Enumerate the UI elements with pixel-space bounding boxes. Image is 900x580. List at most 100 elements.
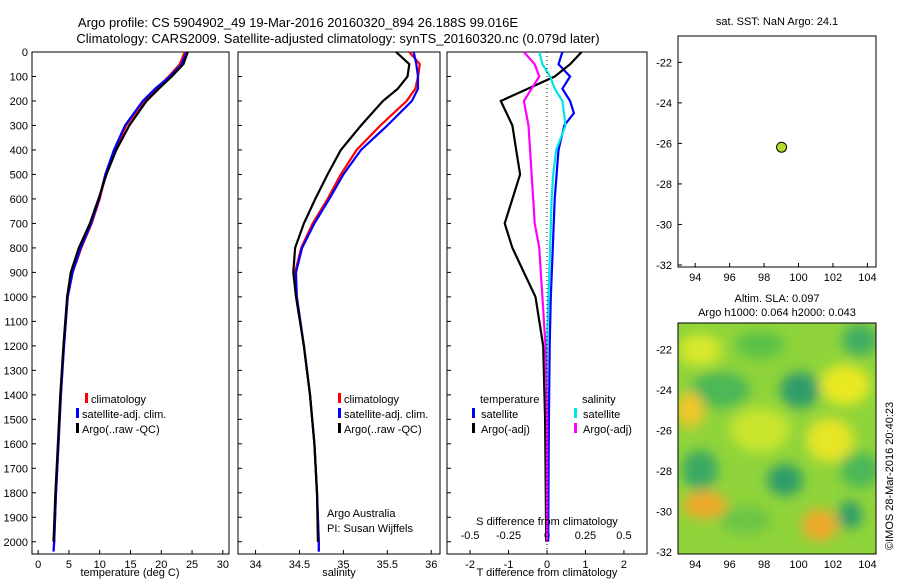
series-line-1-0: [293, 51, 421, 552]
x-tick-label: 35: [337, 559, 349, 571]
sla-map-title1: Altim. SLA: 0.097: [735, 293, 820, 305]
legend-swatch-argo: [76, 423, 79, 433]
credit-text: ©IMOS 28-Mar-2016 20:40:23: [884, 402, 896, 550]
lon-tick-label: 100: [789, 559, 807, 571]
depth-tick-label: 1400: [4, 390, 28, 402]
sla-heatmap: [678, 323, 876, 554]
lon-tick-label: 104: [858, 559, 876, 571]
depth-tick-label: 700: [10, 218, 28, 230]
lat-tick-label: -30: [656, 219, 672, 231]
sla-map-title2: Argo h1000: 0.064 h2000: 0.043: [698, 307, 856, 319]
lon-tick-label: 94: [689, 559, 701, 571]
x-tick-label: 5: [66, 559, 72, 571]
lat-tick-label: -24: [656, 385, 672, 397]
diff-legend-targo: Argo(-adj): [481, 424, 530, 436]
s-tick-label: 0.5: [616, 530, 631, 542]
diff-legend-swatch-sargo: [574, 423, 577, 433]
series-line-2-0: [547, 51, 576, 542]
x-tick-label: 34: [249, 559, 261, 571]
sal-xlabel: salinity: [322, 567, 356, 579]
depth-tick-label: 1900: [4, 512, 28, 524]
temp-x-ticks: 0 5 10 15 20 25 30: [35, 550, 229, 571]
lon-tick-label: 98: [758, 559, 770, 571]
depth-tick-label: 1100: [4, 316, 28, 328]
depth-tick-label: 400: [10, 145, 28, 157]
x-tick-label: 0: [35, 559, 41, 571]
diff-xlabel: T difference from climatology: [477, 567, 618, 579]
depth-tick-label: 0: [22, 47, 28, 59]
lat-tick-label: -32: [656, 260, 672, 272]
legend-swatch-clim: [85, 393, 88, 403]
diff-legend-sargo: Argo(-adj): [583, 424, 632, 436]
depth-tick-label: 1200: [4, 341, 28, 353]
sal-legend-swatch-sat: [338, 408, 341, 418]
sla-map-frame: [677, 322, 877, 555]
series-line-1-2: [292, 51, 411, 542]
sal-legend-clim: climatology: [344, 394, 400, 406]
depth-tick-label: 600: [10, 194, 28, 206]
argo-location-marker: [776, 141, 788, 153]
lon-tick-label: 100: [789, 272, 807, 284]
lat-tick-label: -28: [656, 179, 672, 191]
x-tick-label: 25: [186, 559, 198, 571]
sal-note-pi: PI: Susan Wijffels: [327, 523, 413, 535]
series-line-0-2: [52, 51, 189, 542]
temp-panel-frame: [31, 51, 230, 555]
temp-legend-argo: Argo(..raw -QC): [82, 424, 160, 436]
sal-legend-swatch-clim: [338, 393, 341, 403]
s-tick-label: -0.25: [496, 530, 521, 542]
lon-tick-label: 96: [724, 272, 736, 284]
sst-map-frame: [677, 35, 877, 268]
depth-tick-label: 100: [10, 71, 28, 83]
sal-legend-swatch-argo: [338, 423, 341, 433]
x-tick-label: 35.5: [377, 559, 398, 571]
header-line2: Climatology: CARS2009. Satellite-adjuste…: [76, 31, 599, 46]
lat-tick-label: -32: [656, 547, 672, 559]
lat-tick-label: -24: [656, 98, 672, 110]
x-tick-label: 1: [582, 559, 588, 571]
x-tick-label: 36: [425, 559, 437, 571]
temp-legend-clim: climatology: [91, 394, 147, 406]
sst-map-title: sat. SST: NaN Argo: 24.1: [716, 16, 838, 28]
lat-tick-label: -22: [656, 57, 672, 69]
depth-tick-label: 1600: [4, 439, 28, 451]
series-line-0-1: [52, 51, 188, 552]
series-line-1-1: [294, 51, 420, 552]
depth-tick-label: 1800: [4, 488, 28, 500]
depth-tick-label: 1300: [4, 365, 28, 377]
depth-tick-label: 1000: [4, 292, 28, 304]
series-line-3-1: [522, 51, 549, 542]
lat-tick-label: -28: [656, 466, 672, 478]
temp-xlabel: temperature (deg C): [80, 567, 179, 579]
s-tick-label: 0.25: [575, 530, 596, 542]
depth-tick-label: 900: [10, 267, 28, 279]
sal-x-ticks: 34 34.5 35 35.5 36: [249, 550, 437, 571]
x-tick-label: 2: [621, 559, 627, 571]
x-tick-label: 20: [155, 559, 167, 571]
lat-tick-label: -22: [656, 344, 672, 356]
diff-legend-swatch-targo: [472, 423, 475, 433]
sal-legend-argo: Argo(..raw -QC): [344, 424, 422, 436]
sal-note-project: Argo Australia: [327, 508, 396, 520]
x-tick-label: 30: [217, 559, 229, 571]
depth-tick-label: 1500: [4, 414, 28, 426]
lon-tick-label: 104: [858, 272, 876, 284]
sst-map-ticks: -22 -24 -26 -28 -30 -32 94 96 98 100 102 104: [656, 57, 876, 284]
header-line1: Argo profile: CS 5904902_49 19-Mar-2016 …: [78, 15, 519, 30]
lon-tick-label: 98: [758, 272, 770, 284]
x-tick-label: -1: [504, 559, 514, 571]
depth-tick-label: 2000: [4, 537, 28, 549]
depth-tick-label: 1700: [4, 463, 28, 475]
depth-tick-label: 200: [10, 96, 28, 108]
lon-tick-label: 102: [824, 272, 842, 284]
depth-axis: 0 100 200 300 400 500 600 700 800 900 1000 1100 1200…: [4, 47, 451, 549]
diff-legend-s-title: salinity: [582, 394, 616, 406]
s-tick-label: -0.5: [461, 530, 480, 542]
lat-tick-label: -26: [656, 425, 672, 437]
x-tick-label: 15: [124, 559, 136, 571]
series-line-2-1: [499, 51, 583, 542]
diff-legend-tsat: satellite: [481, 409, 518, 421]
lat-tick-label: -26: [656, 138, 672, 150]
legend-swatch-sat: [76, 408, 79, 418]
